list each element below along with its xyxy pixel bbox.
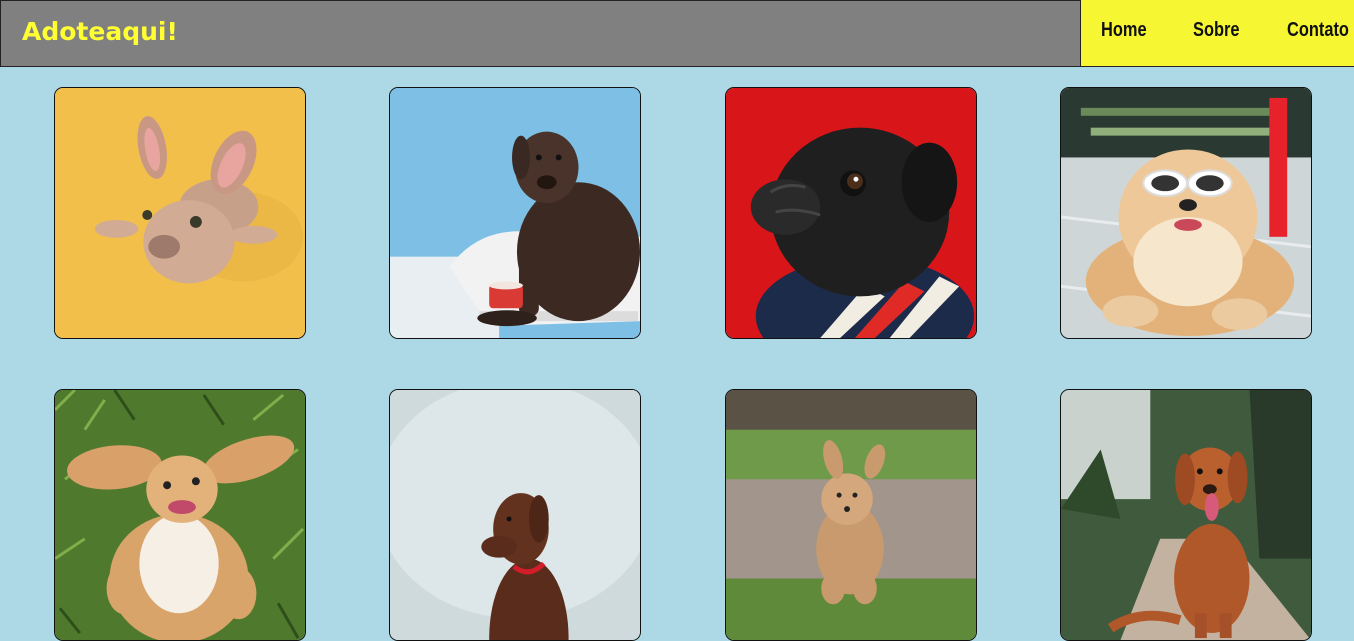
dog-photo-french-bulldog[interactable] xyxy=(54,87,306,339)
dog-photo-fluffy-sunglasses[interactable] xyxy=(1060,87,1312,339)
nav-link-home[interactable]: Home xyxy=(1101,19,1147,41)
main-nav: Home Sobre Contato xyxy=(1080,0,1354,67)
cocker-spaniel-image xyxy=(55,390,305,640)
dog-photo-golden-retriever[interactable] xyxy=(1060,389,1312,641)
brand-logo[interactable]: Adoteaqui! xyxy=(22,17,178,46)
fluffy-dog-sunglasses-image xyxy=(1061,88,1311,338)
black-pug-image xyxy=(726,88,976,338)
dog-photo-poodle-running[interactable] xyxy=(725,389,977,641)
dog-photo-brown-labrador[interactable] xyxy=(389,389,641,641)
golden-retriever-image xyxy=(1061,390,1311,640)
dog-photo-cocker-spaniel[interactable] xyxy=(54,389,306,641)
french-bulldog-image xyxy=(55,88,305,338)
dog-photo-pug[interactable] xyxy=(725,87,977,339)
chocolate-labrador-image xyxy=(390,88,640,338)
dog-photo-chocolate-labrador[interactable] xyxy=(389,87,641,339)
nav-link-contato[interactable]: Contato xyxy=(1287,19,1349,41)
nav-link-sobre[interactable]: Sobre xyxy=(1193,19,1240,41)
brown-labrador-image xyxy=(390,390,640,640)
poodle-running-image xyxy=(726,390,976,640)
